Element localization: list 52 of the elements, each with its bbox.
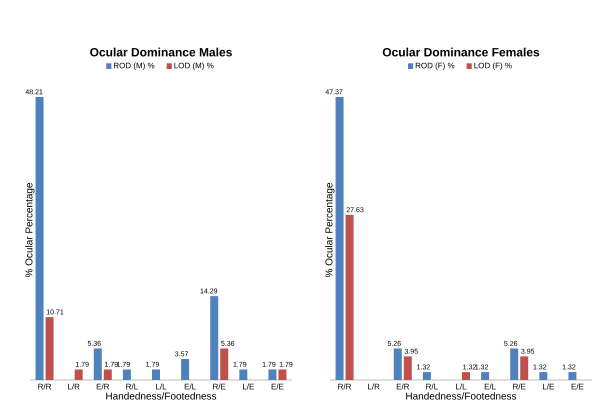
legend-label: LOD (M) % xyxy=(174,62,214,70)
x-tick-label: L/E xyxy=(542,384,554,390)
legend-label: LOD (F) % xyxy=(474,62,512,70)
bar xyxy=(94,348,102,380)
x-axis-title: Handedness/Footedness xyxy=(406,392,516,400)
x-tick-label: L/E xyxy=(242,384,254,390)
bar xyxy=(104,369,112,380)
bar xyxy=(404,356,412,380)
bar xyxy=(239,369,248,380)
bar xyxy=(220,348,228,380)
x-tick-label: E/E xyxy=(572,384,584,390)
bar xyxy=(394,348,402,380)
x-tick-label: R/R xyxy=(338,384,352,390)
x-tick-label: R/R xyxy=(38,384,52,390)
x-tick-label: R/L xyxy=(426,384,438,390)
chart-title: Ocular Dominance Males xyxy=(90,48,232,56)
x-tick-label: E/R xyxy=(96,384,110,390)
x-tick-label: R/E xyxy=(513,384,526,390)
bar xyxy=(510,348,518,380)
y-axis-title: % Ocular Percentage xyxy=(325,182,334,278)
x-axis-title: Handedness/Footedness xyxy=(106,392,216,400)
bar xyxy=(122,369,131,380)
bar xyxy=(422,372,431,380)
x-tick-label: L/R xyxy=(368,384,380,390)
bar xyxy=(336,96,344,380)
bar xyxy=(346,214,354,380)
legend-label: ROD (M) % xyxy=(114,62,154,70)
bar xyxy=(462,372,470,380)
x-tick-label: R/E xyxy=(213,384,226,390)
x-tick-label: E/R xyxy=(396,384,410,390)
bar xyxy=(46,317,54,380)
bar xyxy=(278,369,286,380)
x-tick-label: E/L xyxy=(484,384,496,390)
x-tick-label: L/L xyxy=(456,384,466,390)
x-tick-label: E/L xyxy=(184,384,196,390)
x-tick-label: L/L xyxy=(156,384,166,390)
bar xyxy=(36,96,44,380)
bar xyxy=(539,372,548,380)
x-tick-label: L/R xyxy=(68,384,80,390)
x-tick-label: E/E xyxy=(272,384,284,390)
bar xyxy=(268,369,276,380)
chart-title: Ocular Dominance Females xyxy=(382,48,540,56)
bar xyxy=(481,372,490,380)
bar xyxy=(520,356,528,380)
bar xyxy=(181,359,190,380)
bar xyxy=(568,372,576,380)
bar xyxy=(152,369,160,380)
bar xyxy=(74,369,83,380)
legend-label: ROD (F) % xyxy=(416,62,454,70)
x-tick-label: R/L xyxy=(126,384,138,390)
bar xyxy=(210,296,218,380)
y-axis-title: % Ocular Percentage xyxy=(25,182,34,278)
